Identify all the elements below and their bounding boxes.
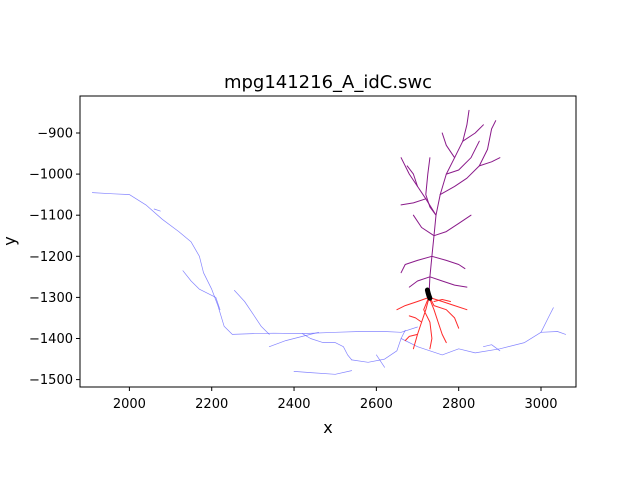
apical-dendrite-branch-12 xyxy=(406,165,418,187)
apical-dendrite-branch-7 xyxy=(429,276,468,288)
apical-dendrite-branch-1 xyxy=(400,157,437,216)
apical-dendrite-branch-2 xyxy=(439,120,497,196)
axon-branch-8 xyxy=(376,354,385,368)
y-axis-ticks: −900 −1000 −1100 −1200 −1300 −1400 −1500 xyxy=(29,126,80,388)
x-axis-label: x xyxy=(323,418,332,437)
x-tick-label: 3000 xyxy=(524,397,557,412)
apical-dendrite-branch-9 xyxy=(412,214,435,237)
x-tick-label: 2400 xyxy=(277,397,310,412)
basal-dendrite-branch-4 xyxy=(429,296,460,329)
basal-dendrite-branch-5 xyxy=(423,299,433,350)
apical-dendrite-branch-15 xyxy=(425,157,437,216)
axon-branch-7 xyxy=(351,329,406,363)
axon-branch-5 xyxy=(301,333,353,361)
apical-dendrite-branch-3 xyxy=(445,140,480,175)
apical-dendrite-branch-0 xyxy=(428,109,470,294)
apical-dendrite-branch-4 xyxy=(400,255,433,274)
y-tick-label: −1500 xyxy=(29,373,73,388)
y-tick-label: −1400 xyxy=(29,332,73,347)
apical-dendrite-branch-8 xyxy=(433,214,472,237)
axon-branch-6 xyxy=(293,370,353,375)
apical-dendrite-branch-13 xyxy=(478,157,501,167)
axon-branch-2 xyxy=(182,270,221,311)
soma-branch-0 xyxy=(424,287,433,301)
axon-branch-4 xyxy=(268,331,320,348)
basal-dendrite-branch-0 xyxy=(412,296,430,350)
y-tick-label: −1100 xyxy=(29,209,73,224)
y-tick-label: −1200 xyxy=(29,250,73,265)
axon-branch-3 xyxy=(234,290,270,335)
apical-dendrite-branch-11 xyxy=(462,124,484,142)
y-tick-label: −900 xyxy=(37,126,73,141)
basal-dendrite-branch-6 xyxy=(404,333,418,342)
basal-dendrite-branch-8 xyxy=(408,315,423,323)
axon-branch-10 xyxy=(540,331,567,335)
y-tick-label: −1300 xyxy=(29,291,73,306)
apical-dendrite-branch-5 xyxy=(431,255,466,270)
y-tick-label: −1000 xyxy=(29,168,73,183)
x-axis-ticks: 2000 2200 2400 2600 2800 3000 xyxy=(113,387,558,412)
apical-dendrite-branch-10 xyxy=(441,132,456,159)
x-tick-label: 2600 xyxy=(360,397,393,412)
apical-dendrite-branch-6 xyxy=(408,276,431,288)
x-tick-label: 2200 xyxy=(195,397,228,412)
series-layer xyxy=(91,109,567,375)
axon-branch-9 xyxy=(400,307,554,356)
apical-dendrite-branch-14 xyxy=(400,198,427,206)
axon-branch-1 xyxy=(153,208,161,212)
axon-branch-11 xyxy=(483,344,501,352)
basal-dendrite-branch-1 xyxy=(428,296,447,344)
axon-branch-0 xyxy=(91,192,418,335)
basal-dendrite-branch-7 xyxy=(433,299,451,302)
basal-dendrite-branch-2 xyxy=(396,296,430,311)
basal-dendrite-branch-3 xyxy=(428,296,468,311)
y-axis-label: y xyxy=(0,236,19,245)
x-tick-label: 2800 xyxy=(442,397,475,412)
x-tick-label: 2000 xyxy=(113,397,146,412)
plot-frame xyxy=(79,95,577,388)
chart-title: mpg141216_A_idC.swc xyxy=(224,72,432,93)
